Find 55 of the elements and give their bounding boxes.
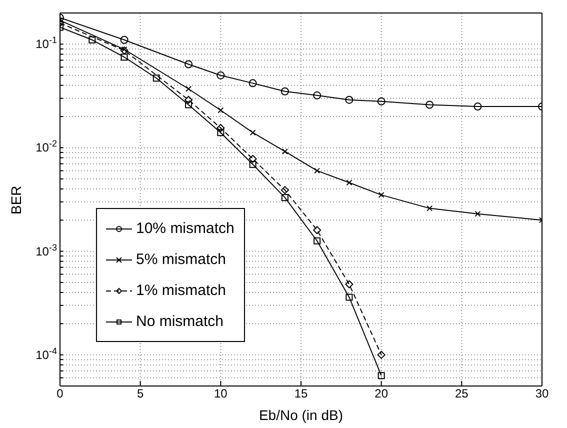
point bbox=[250, 130, 256, 136]
point bbox=[217, 129, 224, 136]
point bbox=[426, 100, 434, 109]
point bbox=[314, 168, 320, 174]
point bbox=[249, 160, 256, 168]
point bbox=[346, 180, 352, 186]
y-tick-label: 10$^{-3}$ bbox=[36, 242, 57, 258]
point bbox=[345, 96, 354, 104]
x-tick-label: 20 bbox=[374, 386, 388, 401]
point bbox=[313, 91, 322, 100]
point bbox=[378, 372, 385, 380]
point bbox=[314, 237, 321, 244]
point bbox=[345, 280, 354, 288]
x-tick-label: 10 bbox=[214, 386, 228, 401]
point bbox=[218, 107, 224, 114]
point bbox=[282, 148, 288, 154]
y-tick-label: 10$^{-4}$ bbox=[36, 346, 57, 362]
point bbox=[184, 96, 193, 104]
point bbox=[216, 124, 225, 132]
x-tick-label: 25 bbox=[454, 386, 469, 401]
point bbox=[474, 102, 482, 111]
x-tick-label: 30 bbox=[535, 386, 549, 401]
legend-label: No mismatch bbox=[136, 313, 224, 330]
legend-label: 1% mismatch bbox=[136, 282, 226, 299]
point bbox=[184, 60, 193, 68]
point bbox=[377, 350, 386, 359]
point bbox=[280, 87, 289, 96]
y-axis-title: BER bbox=[8, 186, 24, 214]
x-axis-title: Eb/No (in dB) bbox=[258, 407, 344, 423]
point bbox=[121, 46, 128, 52]
point bbox=[280, 186, 289, 194]
point bbox=[216, 71, 225, 80]
point bbox=[186, 86, 192, 92]
point bbox=[120, 54, 128, 61]
point bbox=[426, 205, 433, 212]
y-tick-label: 10$^{-1}$ bbox=[36, 35, 57, 52]
point bbox=[120, 36, 128, 44]
point bbox=[474, 210, 481, 217]
x-tick-label: 5 bbox=[136, 386, 144, 401]
x-tick-label: 0 bbox=[56, 386, 64, 401]
point bbox=[248, 79, 257, 88]
point bbox=[313, 226, 322, 234]
point bbox=[281, 194, 288, 202]
point bbox=[346, 294, 353, 301]
point bbox=[120, 46, 128, 54]
point bbox=[185, 101, 192, 108]
y-tick-label: 10$^{-2}$ bbox=[36, 138, 57, 155]
x-tick-label: 15 bbox=[294, 386, 308, 401]
point bbox=[152, 74, 160, 82]
point bbox=[88, 36, 96, 44]
legend-label: 5% mismatch bbox=[136, 251, 226, 268]
legend-label: 10% mismatch bbox=[136, 220, 234, 237]
point bbox=[378, 192, 384, 198]
point bbox=[248, 154, 257, 163]
point bbox=[377, 97, 386, 106]
